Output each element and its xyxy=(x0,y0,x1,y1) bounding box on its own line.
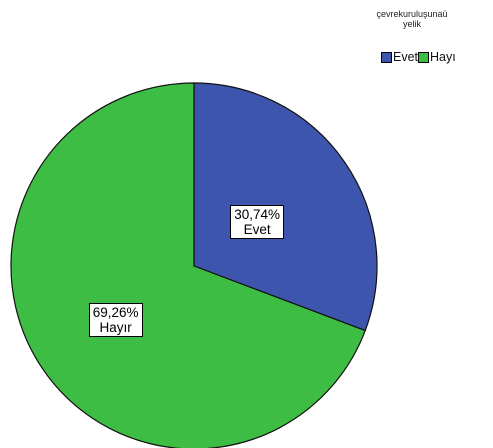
legend-title-line-1: çevrekuruluşunaü xyxy=(376,9,448,19)
slice-percent-evet: 30,74% xyxy=(234,207,280,223)
legend-title-line-2: yelik xyxy=(402,19,421,29)
legend-label-hayir: Hayı xyxy=(430,50,456,64)
legend-swatch-hayir xyxy=(418,51,430,63)
slice-name-evet: Evet xyxy=(243,222,271,238)
legend-label-evet: Evet xyxy=(393,50,419,64)
legend-title: çevrekuruluşunaü yelik xyxy=(362,9,462,29)
pie-slice-hayir xyxy=(10,82,367,448)
slice-label-hayir: 69,26% Hayır xyxy=(88,303,143,338)
slice-label-evet: 30,74% Evet xyxy=(230,205,284,240)
legend-item-hayir: Hayı xyxy=(418,50,456,64)
legend: Evet Hayı xyxy=(381,50,456,64)
legend-item-evet: Evet xyxy=(381,50,418,64)
legend-swatch-evet xyxy=(381,51,392,63)
slice-name-hayir: Hayır xyxy=(99,320,132,336)
pie-slice-evet xyxy=(193,82,378,332)
slice-percent-hayir: 69,26% xyxy=(92,305,139,321)
